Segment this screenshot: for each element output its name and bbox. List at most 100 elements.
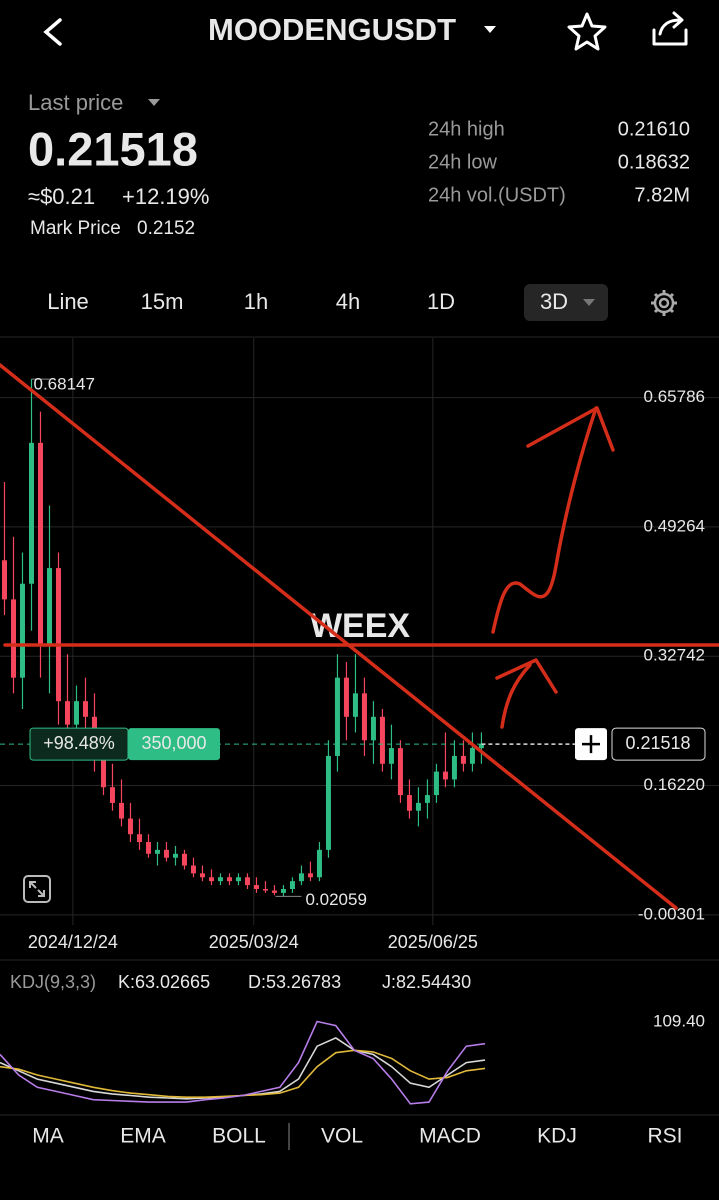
candle-body: [109, 787, 115, 803]
indicator-tabs: MA EMA BOLL VOL MACD KDJ RSI: [32, 1125, 682, 1148]
indicator-tab[interactable]: RSI: [647, 1125, 682, 1148]
indicator-tab[interactable]: KDJ: [537, 1125, 577, 1148]
candle-body: [289, 881, 295, 889]
kdj-d: D:53.26783: [248, 972, 341, 992]
candle-body: [46, 568, 52, 647]
symbol[interactable]: MOODENGUSDT: [208, 12, 456, 47]
y-tick-label: -0.00301: [638, 904, 705, 923]
candle-body: [163, 849, 169, 858]
stats: 24h high 0.21610 24h low 0.18632 24h vol.(US…: [428, 118, 690, 206]
timeframe-bar: Line 15m 1h 4h 1D 3D: [47, 284, 677, 321]
favorite-button[interactable]: [567, 12, 607, 51]
candle-body: [343, 677, 349, 717]
y-tick-label: 0.49264: [644, 516, 705, 535]
candle-body: [469, 748, 475, 764]
candle-body: [361, 693, 367, 741]
candle-body: [334, 677, 340, 756]
kdj-k: K:63.02665: [118, 972, 210, 992]
candle-body: [244, 877, 250, 886]
stat-label: 24h low: [428, 151, 497, 173]
candle-body: [253, 885, 259, 889]
candle-body: [478, 744, 484, 749]
indicator-tab[interactable]: VOL: [321, 1125, 363, 1148]
timeframe[interactable]: 1h: [244, 289, 268, 314]
stat-label: 24h high: [428, 118, 505, 140]
candle-body: [28, 442, 34, 584]
stat-value: 0.18632: [618, 151, 690, 173]
position-size: 350,000: [141, 733, 206, 753]
candle-body: [136, 834, 142, 843]
add-order-icon[interactable]: [582, 735, 600, 754]
mark-price: 0.2152: [137, 218, 195, 239]
timeframe-dropdown[interactable]: [583, 299, 595, 306]
arrow-up-short: [500, 663, 532, 729]
stat-value: 0.21610: [618, 118, 690, 140]
indicator-tab[interactable]: BOLL: [212, 1125, 266, 1148]
candle-body: [118, 802, 124, 819]
trendline: [0, 363, 678, 910]
hand-drawn-annotations: [0, 363, 719, 910]
timeframe[interactable]: 4h: [336, 289, 360, 314]
stat-value: 7.82M: [634, 184, 690, 206]
candle-body: [127, 818, 133, 835]
candle-body: [208, 877, 214, 882]
share-button[interactable]: [652, 11, 688, 46]
candle-body: [262, 888, 268, 891]
candle-body: [307, 873, 313, 878]
current-price-tag: 0.21518: [625, 733, 690, 753]
candle-body: [406, 795, 412, 811]
back-button[interactable]: [43, 18, 62, 46]
candle-body: [172, 853, 178, 858]
last-price-dropdown[interactable]: [148, 99, 160, 106]
candle-body: [424, 795, 430, 803]
candle-body: [352, 693, 358, 717]
indicator-tab[interactable]: MA: [32, 1125, 64, 1148]
candle-body: [442, 771, 448, 780]
settings-button[interactable]: [651, 290, 677, 316]
candle-body: [370, 716, 376, 741]
candle-body: [82, 701, 88, 717]
timeframe[interactable]: 15m: [141, 289, 184, 314]
candle-body: [1, 560, 7, 600]
indicator-tab[interactable]: EMA: [120, 1125, 166, 1148]
last-price-label[interactable]: Last price: [28, 90, 123, 115]
candle-body: [226, 877, 232, 882]
timeframe[interactable]: Line: [47, 289, 89, 314]
candle-body: [388, 748, 394, 764]
arrow-up-long: [491, 406, 598, 634]
candle-body: [217, 877, 223, 882]
candle-body: [271, 890, 277, 893]
timeframe[interactable]: 3D: [540, 289, 568, 314]
indicator-tab[interactable]: MACD: [419, 1125, 481, 1148]
candle-body: [235, 877, 241, 882]
symbol-dropdown[interactable]: [484, 26, 496, 33]
candle-body: [10, 599, 16, 678]
candle-body: [433, 771, 439, 796]
candle-body: [154, 849, 160, 854]
y-tick-label: 0.65786: [644, 387, 705, 406]
stat-label: 24h vol.(USDT): [428, 184, 566, 206]
candle-body: [280, 888, 286, 893]
candle-body: [316, 849, 322, 878]
position-pnl: +98.48%: [43, 733, 115, 753]
arrowhead-short: [495, 658, 558, 694]
y-tick-label: 0.32742: [644, 646, 705, 665]
last-price: 0.21518: [28, 122, 198, 175]
mark-price-label: Mark Price: [30, 218, 121, 239]
high-label: 0.68147: [33, 375, 94, 394]
candle-body: [19, 583, 25, 678]
candle-body: [190, 865, 196, 874]
kdj-line: [0, 1020, 486, 1105]
timeframe[interactable]: 1D: [427, 289, 455, 314]
low-label: 0.02059: [305, 890, 366, 909]
candle-body: [415, 802, 421, 811]
expand-button[interactable]: [23, 875, 51, 903]
candle-body: [100, 755, 106, 788]
price-change: +12.19%: [122, 184, 209, 209]
selected-timeframe-bg: [524, 284, 608, 321]
x-tick-label: 2024/12/24: [28, 932, 118, 952]
candle-body: [298, 873, 304, 882]
x-tick-label: 2025/06/25: [388, 932, 478, 952]
